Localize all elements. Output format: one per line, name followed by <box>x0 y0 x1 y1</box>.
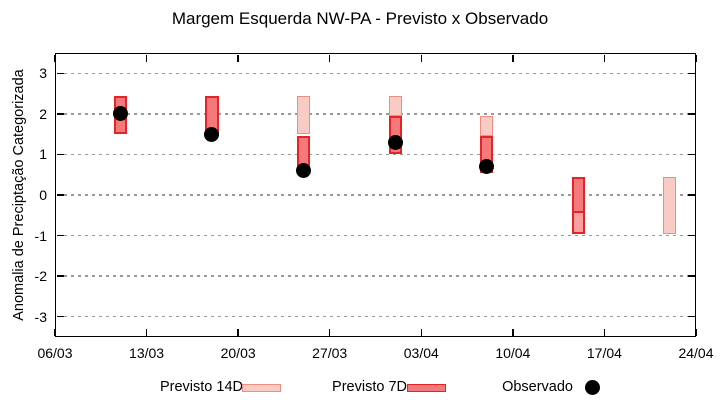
forecast-bar-14d <box>388 95 402 116</box>
gridline <box>57 234 694 237</box>
x-tick-mark <box>695 54 697 62</box>
y-tick-mark <box>687 315 695 318</box>
legend-label-previsto-14d: Previsto 14D <box>159 379 243 395</box>
y-tick-mark <box>687 234 695 237</box>
y-tick-mark <box>56 194 64 196</box>
x-tick-mark <box>420 54 423 62</box>
forecast-bar-7d <box>571 176 585 214</box>
forecast-bar-7d-light <box>571 213 585 234</box>
legend-swatch-previsto-7d <box>407 384 446 392</box>
y-tick-mark <box>56 275 64 277</box>
y-tick-mark <box>56 113 64 115</box>
forecast-bar-14d <box>663 176 677 234</box>
forecast-bar-14d <box>297 95 311 135</box>
y-tick-mark <box>687 194 695 196</box>
x-tick-label: 06/03 <box>37 345 73 361</box>
x-tick-label: 27/03 <box>312 345 348 361</box>
x-tick-mark <box>328 328 331 336</box>
gridline <box>57 72 694 75</box>
x-tick-mark <box>512 328 514 336</box>
y-tick-mark <box>56 234 64 237</box>
y-tick-label: -3 <box>34 308 47 325</box>
x-tick-mark <box>328 54 331 62</box>
x-tick-mark <box>145 54 148 62</box>
chart-title: Margem Esquerda NW-PA - Previsto x Obser… <box>171 9 549 28</box>
observado-dot <box>479 159 495 175</box>
plot-area <box>55 53 696 337</box>
y-tick-mark <box>687 113 695 115</box>
x-tick-mark <box>54 54 56 62</box>
x-tick-label: 17/04 <box>586 345 622 361</box>
observado-dot <box>112 106 128 122</box>
gridline <box>57 113 694 115</box>
y-tick-mark <box>687 72 695 75</box>
x-tick-mark <box>237 54 239 62</box>
x-tick-label: 10/04 <box>495 345 531 361</box>
y-tick-mark <box>687 275 695 277</box>
x-tick-label: 24/04 <box>678 345 714 361</box>
observado-dot <box>296 163 312 179</box>
y-tick-label: 3 <box>39 65 47 82</box>
x-tick-mark <box>145 328 148 336</box>
gridline <box>57 194 694 196</box>
x-tick-mark <box>420 328 423 336</box>
legend-label-previsto-7d: Previsto 7D <box>332 379 407 395</box>
y-tick-mark <box>56 72 64 75</box>
y-tick-label: -2 <box>34 268 47 285</box>
y-tick-label: 1 <box>39 146 47 163</box>
x-tick-label: 03/04 <box>403 345 439 361</box>
observado-dot <box>204 126 220 142</box>
y-tick-mark <box>687 153 695 156</box>
gridline <box>57 153 694 156</box>
x-tick-mark <box>603 328 606 336</box>
x-tick-label: 20/03 <box>220 345 256 361</box>
y-tick-mark <box>56 153 64 156</box>
x-tick-label: 13/03 <box>129 345 165 361</box>
y-tick-label: -1 <box>34 227 47 244</box>
gridline <box>57 275 694 277</box>
y-tick-label: 2 <box>39 105 47 122</box>
y-tick-mark <box>56 315 64 318</box>
forecast-bar-14d <box>480 115 494 137</box>
x-tick-mark <box>512 54 514 62</box>
observado-dot <box>387 134 403 150</box>
x-tick-mark <box>603 54 606 62</box>
legend-swatch-previsto-14d <box>242 384 281 392</box>
legend-label-observado: Observado <box>502 379 573 395</box>
x-tick-mark <box>695 328 697 336</box>
x-tick-mark <box>237 328 239 336</box>
x-tick-mark <box>54 328 56 336</box>
y-tick-label: 0 <box>39 187 47 203</box>
gridline <box>57 315 694 318</box>
legend-swatch-observado-dot <box>585 380 600 395</box>
